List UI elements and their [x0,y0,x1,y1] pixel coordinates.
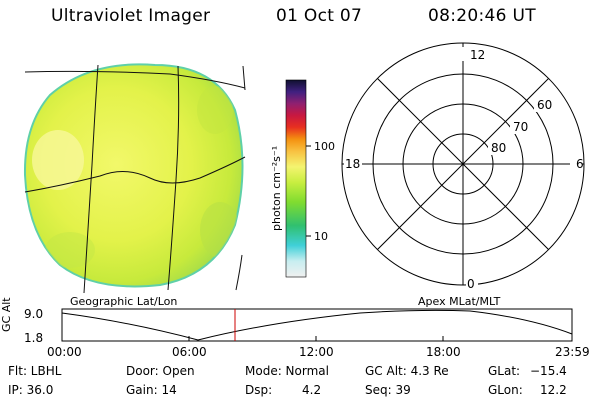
glat-value: −15.4 [530,364,567,378]
altitude-ytick-1-8: 1.8 [24,331,44,345]
altitude-xtick-2359: 23:59 [555,345,590,359]
altitude-xtick-0000: 00:00 [47,345,82,359]
filter-info: Flt: LBHL [8,364,62,378]
altitude-ylabel: GC Alt [0,297,13,332]
longitude-line-3 [242,65,246,91]
mlat-label-80: 80 [491,141,507,155]
longitude-line-4 [235,254,243,291]
seq-info: Seq: 39 [365,383,411,397]
dsp-value: 4.2 [302,383,322,397]
glon-value: 12.2 [540,383,567,397]
colorbar-tick-10: 10 [314,230,328,243]
colorbar-tick-100: 100 [314,140,335,153]
date-label: 01 Oct 07 [276,6,363,26]
mlt-label-18: 18 [345,157,361,171]
latitude-line-mid [24,156,246,193]
bright-patch [32,130,84,190]
altitude-xtick-0600: 06:00 [172,345,207,359]
ip-info: IP: 36.0 [8,383,54,397]
latitude-line-top [24,70,246,89]
longitude-line-2 [167,65,180,291]
altitude-curve [61,309,573,341]
door-info: Door: Open [126,364,195,378]
longitude-line-1 [83,64,99,294]
mode-info: Mode: Normal [245,364,329,378]
altitude-xtick-1800: 18:00 [426,345,461,359]
mlat-label-60: 60 [537,98,553,112]
mlat-label-70: 70 [513,120,529,134]
mlt-label-0: 0 [467,277,475,291]
dsp-label: Dsp: [245,383,273,397]
instrument-title: Ultraviolet Imager [51,6,211,26]
altitude-xtick-1200: 12:00 [299,345,334,359]
mlt-label-12: 12 [470,48,486,62]
altitude-ytick-9: 9.0 [24,307,44,321]
gc-alt-info: GC Alt: 4.3 Re [365,364,449,378]
apex-caption: Apex MLat/MLT [418,295,501,308]
earth-disk [23,63,244,288]
time-label: 08:20:46 UT [428,6,536,26]
geographic-caption: Geographic Lat/Lon [70,295,178,308]
mlt-label-6: 6 [576,157,584,171]
gain-info: Gain: 14 [126,383,177,397]
glat-label: GLat: [488,364,521,378]
glon-label: GLon: [488,383,523,397]
